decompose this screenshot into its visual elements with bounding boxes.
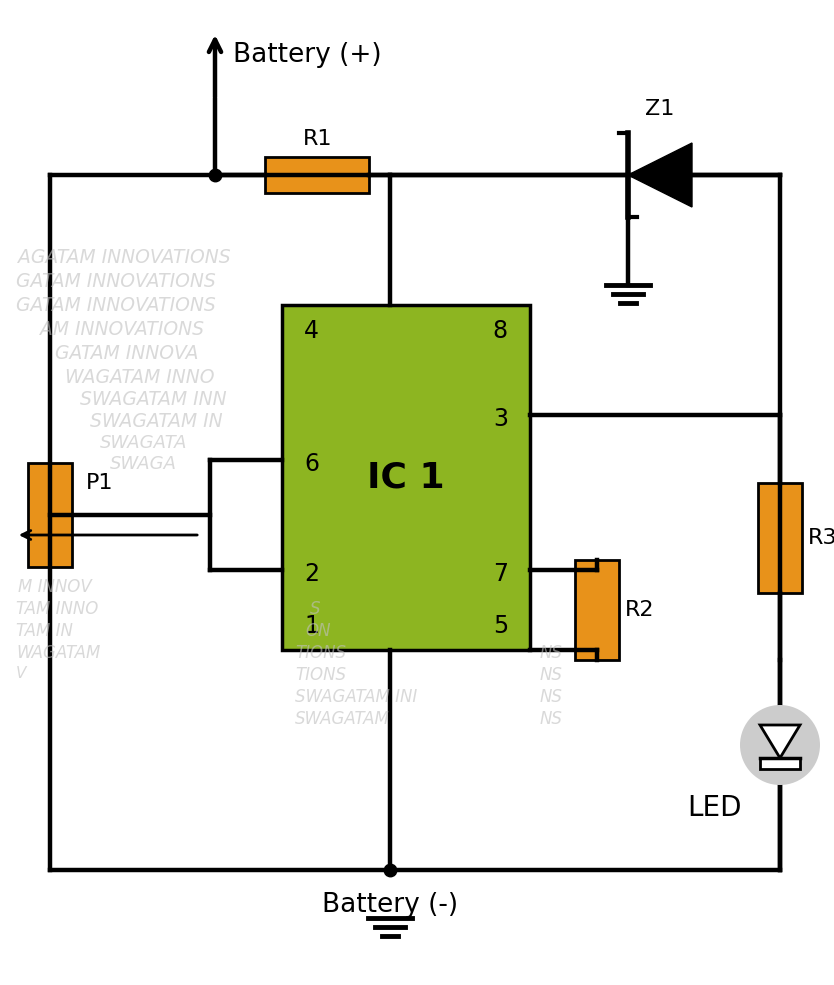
- Text: V: V: [16, 666, 27, 681]
- Text: GATAM INNOVATIONS: GATAM INNOVATIONS: [16, 272, 216, 291]
- Text: 2: 2: [304, 562, 319, 586]
- Bar: [265, 157, 369, 193]
- Text: NS: NS: [540, 710, 563, 728]
- Text: SWAGATAM: SWAGATAM: [295, 710, 389, 728]
- Text: WAGATAM: WAGATAM: [16, 644, 100, 662]
- Text: ON: ON: [305, 622, 330, 640]
- Text: 5: 5: [493, 614, 508, 638]
- Text: NS: NS: [540, 644, 563, 662]
- Circle shape: [740, 705, 820, 785]
- Text: NS: NS: [540, 666, 563, 684]
- Bar: [575, 560, 619, 660]
- Text: S: S: [310, 600, 320, 618]
- Text: R3: R3: [808, 528, 834, 548]
- Text: R1: R1: [303, 129, 332, 149]
- Bar: [758, 483, 802, 593]
- Bar: [760, 758, 800, 769]
- Text: AGATAM INNOVATIONS: AGATAM INNOVATIONS: [18, 248, 231, 267]
- Text: TAM IN: TAM IN: [16, 622, 73, 640]
- Text: SWAGATA: SWAGATA: [100, 434, 188, 452]
- Text: IC 1: IC 1: [367, 461, 445, 494]
- Text: SWAGATAM INI: SWAGATAM INI: [295, 688, 417, 706]
- Bar: [28, 463, 72, 567]
- Text: GATAM INNOVA: GATAM INNOVA: [55, 344, 198, 363]
- Text: 3: 3: [493, 407, 508, 431]
- Polygon shape: [628, 143, 692, 207]
- Text: R2: R2: [625, 600, 655, 620]
- Text: SWAGATAM IN: SWAGATAM IN: [90, 412, 223, 431]
- Text: 6: 6: [304, 452, 319, 476]
- Text: TIONS: TIONS: [295, 666, 346, 684]
- Text: 7: 7: [493, 562, 508, 586]
- Text: TIONS: TIONS: [295, 644, 346, 662]
- Text: M INNOV: M INNOV: [18, 578, 92, 596]
- Text: Battery (+): Battery (+): [233, 42, 382, 68]
- Text: WAGATAM INNO: WAGATAM INNO: [65, 368, 214, 387]
- Text: 8: 8: [493, 319, 508, 343]
- Text: 1: 1: [304, 614, 319, 638]
- Text: GATAM INNOVATIONS: GATAM INNOVATIONS: [16, 296, 216, 315]
- Bar: [282, 305, 530, 650]
- Text: LED: LED: [688, 794, 742, 822]
- Text: Z1: Z1: [646, 99, 675, 119]
- Text: TAM INNO: TAM INNO: [16, 600, 98, 618]
- Text: AM INNOVATIONS: AM INNOVATIONS: [40, 320, 204, 339]
- Text: SWAGATAM INN: SWAGATAM INN: [80, 390, 227, 409]
- Text: SWAGA: SWAGA: [110, 455, 177, 473]
- Polygon shape: [760, 725, 800, 758]
- Text: Battery (-): Battery (-): [322, 892, 458, 918]
- Text: 4: 4: [304, 319, 319, 343]
- Text: P1: P1: [86, 473, 113, 493]
- Text: NS: NS: [540, 688, 563, 706]
